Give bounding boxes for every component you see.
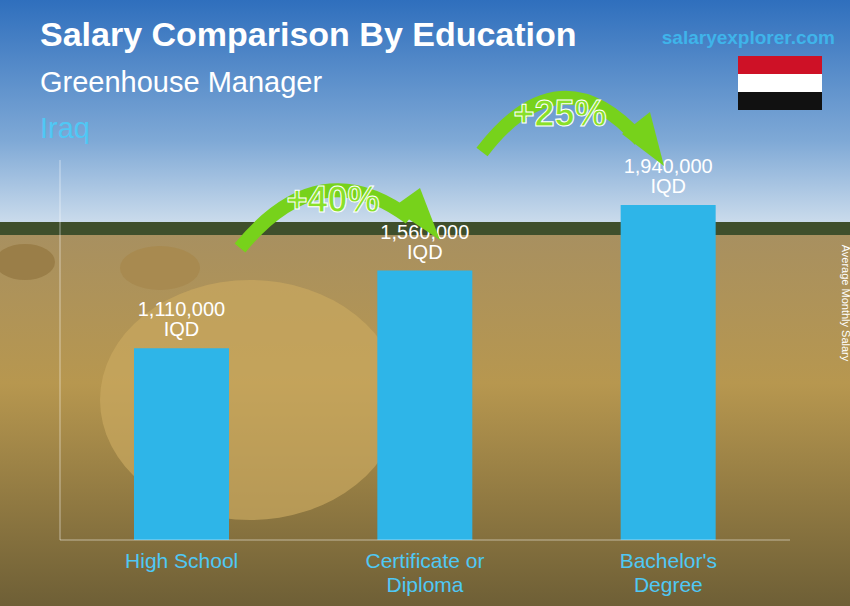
svg-text:Degree: Degree: [634, 573, 703, 596]
svg-text:1,560,000IQD: 1,560,000IQD: [380, 221, 469, 263]
svg-text:Greenhouse Manager: Greenhouse Manager: [40, 66, 322, 98]
svg-text:Salary Comparison By Education: Salary Comparison By Education: [40, 15, 577, 53]
svg-text:1,940,000IQD: 1,940,000IQD: [624, 155, 713, 197]
svg-text:High School: High School: [125, 549, 238, 572]
svg-text:Average Monthly Salary: Average Monthly Salary: [840, 245, 842, 362]
svg-text:Certificate or: Certificate or: [365, 549, 484, 572]
svg-text:Iraq: Iraq: [40, 112, 90, 144]
svg-text:+40%: +40%: [286, 179, 379, 220]
svg-text:1,110,000IQD: 1,110,000IQD: [138, 298, 226, 340]
svg-text:Bachelor's: Bachelor's: [620, 549, 717, 572]
svg-text:salaryexplorer.com: salaryexplorer.com: [662, 27, 835, 48]
svg-text:Diploma: Diploma: [386, 573, 463, 596]
svg-text:+25%: +25%: [513, 93, 606, 134]
